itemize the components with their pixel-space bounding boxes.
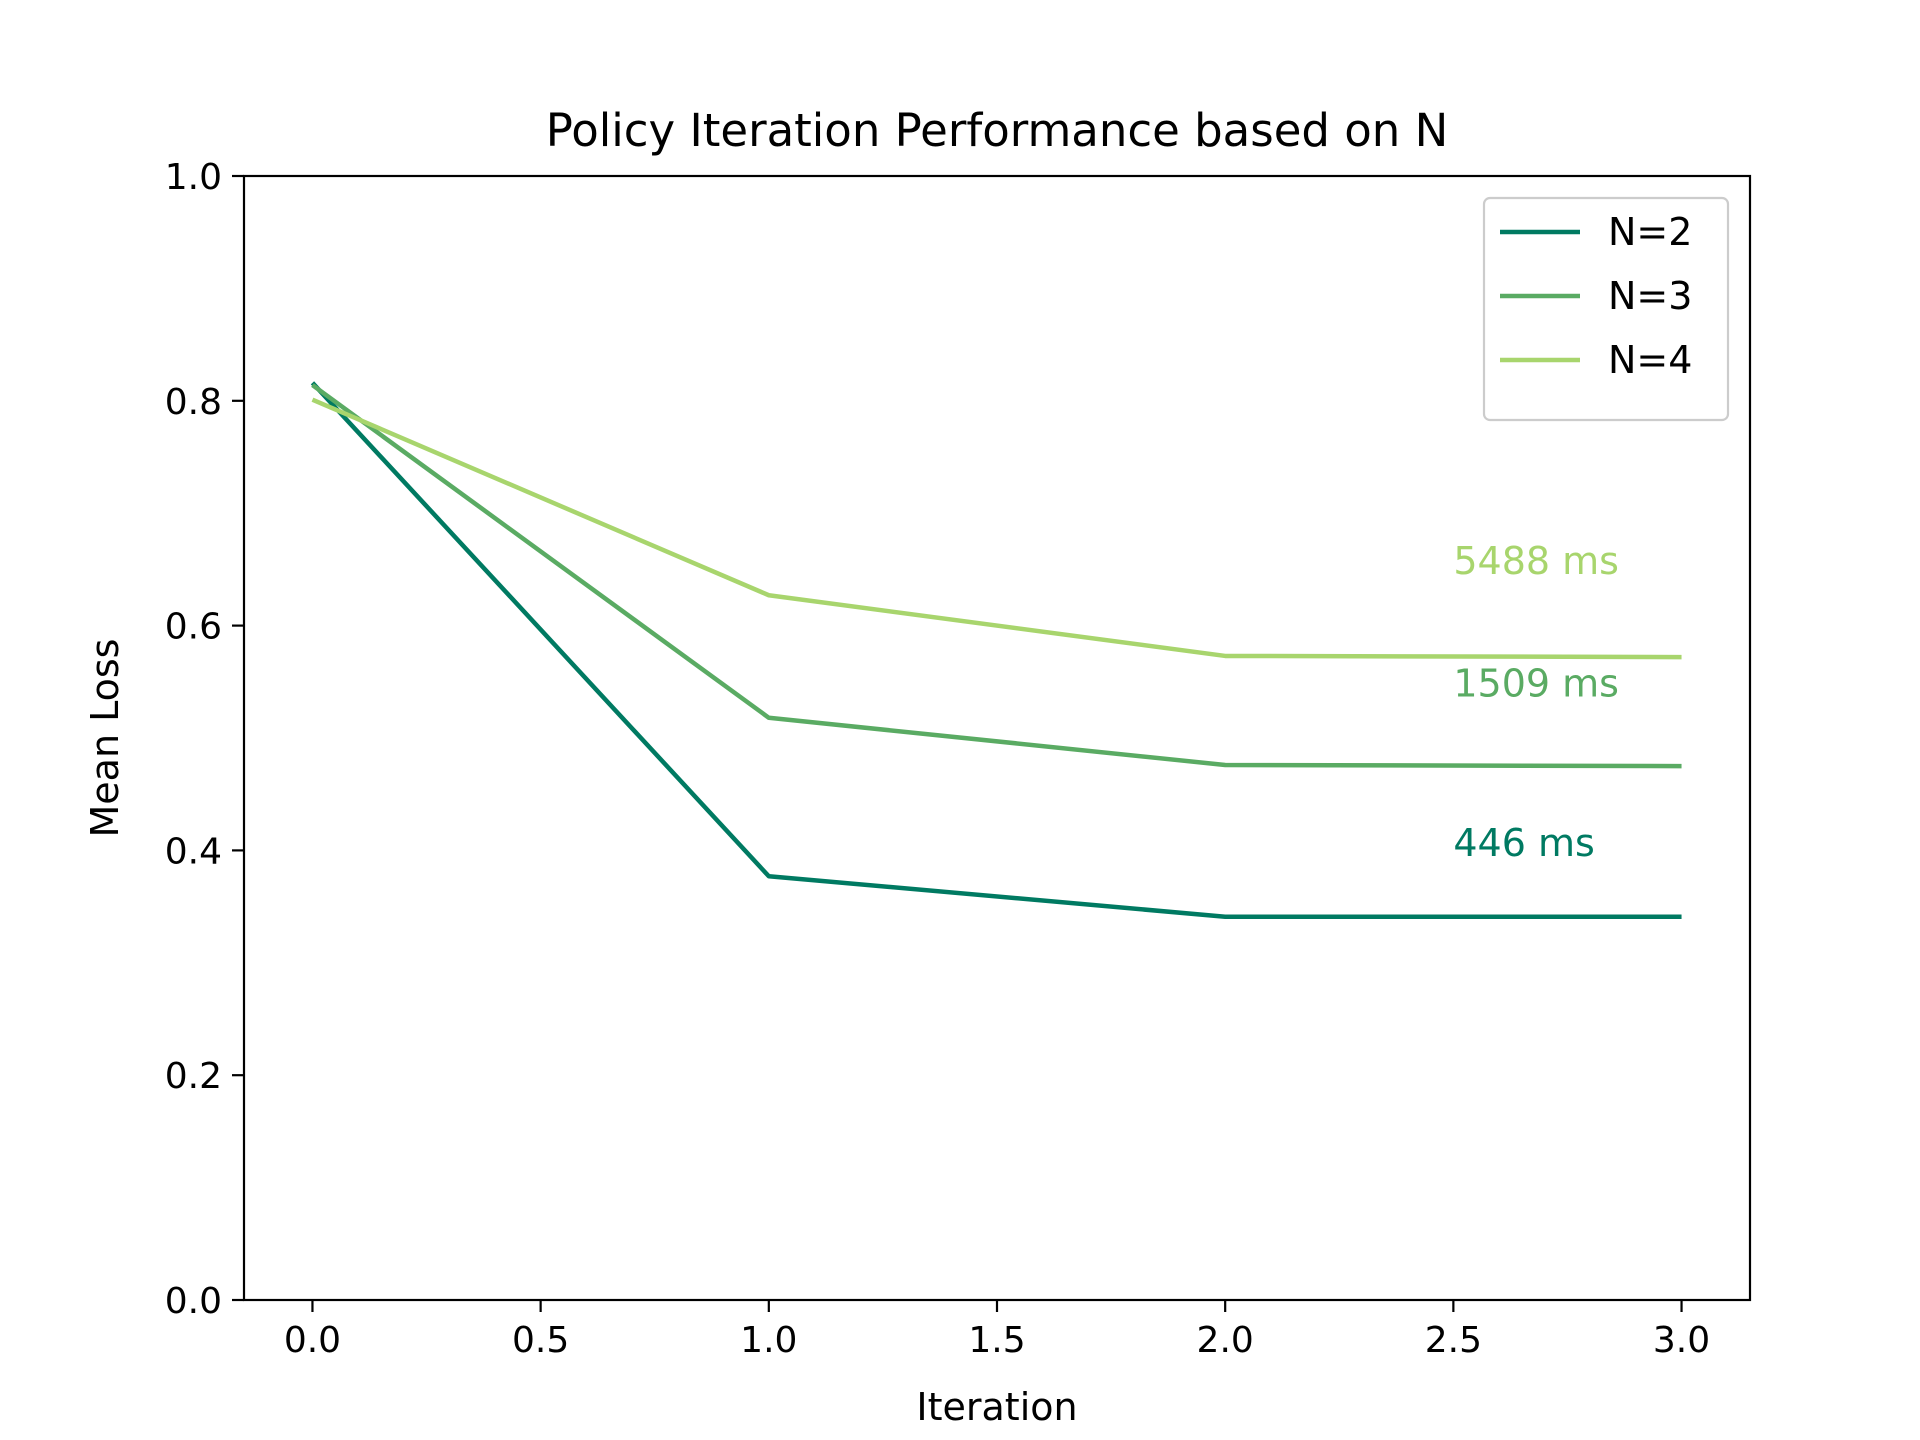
x-tick-label: 1.0: [740, 1320, 797, 1361]
y-tick-label: 0.8: [165, 382, 222, 423]
legend-box: [1482, 196, 1730, 422]
legend-entry-label: N=3: [1608, 274, 1692, 318]
y-tick-label: 0.2: [165, 1056, 222, 1097]
series-line-n-2: [310, 381, 1682, 919]
x-tick-label: 3.0: [1653, 1320, 1710, 1361]
legend-entry-label: N=4: [1608, 338, 1692, 382]
annotation-label: 1509 ms: [1453, 661, 1619, 705]
x-tick-label: 0.5: [512, 1320, 569, 1361]
y-tick-label: 0.6: [165, 607, 222, 648]
series-line-n-3: [311, 383, 1682, 769]
x-tick-label: 2.5: [1425, 1320, 1482, 1361]
y-axis-title: Mean Loss: [83, 639, 127, 838]
annotation-label: 5488 ms: [1453, 539, 1619, 583]
chart-title: Policy Iteration Performance based on N: [546, 104, 1449, 157]
x-tick-label: 0.0: [284, 1320, 341, 1361]
plot-area: 446 ms 1509 ms 5488 ms: [310, 381, 1682, 919]
axis-ticks: 0.0 0.5 1.0 1.5 2.0 2.5 3.0 0.0 0.2 0.4 0.6 0.8 1.0: [165, 157, 1710, 1361]
x-axis-title: Iteration: [916, 1385, 1077, 1429]
x-tick-label: 1.5: [968, 1320, 1025, 1361]
legend: N=2 N=3 N=4: [1482, 196, 1730, 422]
y-tick-label: 0.4: [165, 831, 222, 872]
annotation-label: 446 ms: [1453, 821, 1594, 865]
x-tick-label: 2.0: [1197, 1320, 1254, 1361]
series-line-n-4: [311, 397, 1682, 660]
y-tick-label: 0.0: [165, 1281, 222, 1322]
y-tick-label: 1.0: [165, 157, 222, 198]
legend-entry-label: N=2: [1608, 210, 1692, 254]
